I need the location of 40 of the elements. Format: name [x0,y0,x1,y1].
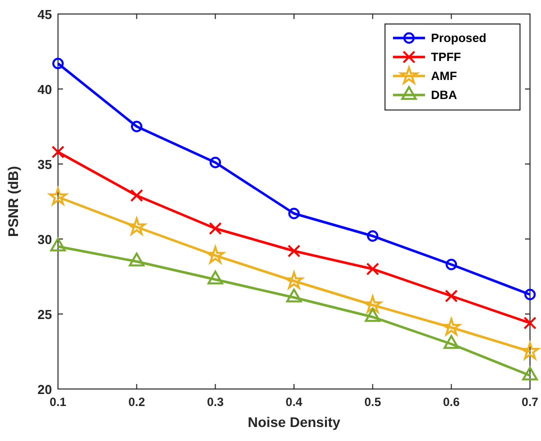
x-tick-label: 0.4 [286,395,303,409]
x-tick-label: 0.3 [206,395,224,409]
point [210,156,222,168]
point [52,58,64,70]
y-axis-title: PSNR (dB) [5,166,21,237]
y-tick-label: 20 [38,382,52,397]
point [130,120,142,132]
x-tick-label: 0.6 [442,395,460,409]
legend-label: Proposed [431,31,486,45]
y-tick-label: 35 [38,157,52,172]
point [208,270,224,284]
point [130,189,144,202]
y-tick-label: 45 [38,7,52,22]
point [524,288,536,300]
point [128,252,144,266]
point [366,230,378,242]
x-tick-label: 0.5 [364,395,382,409]
point [522,366,538,380]
x-axis-title: Noise Density [248,414,341,430]
point [208,222,222,235]
point [444,335,460,349]
x-tick-label: 0.7 [522,395,539,409]
point [446,258,458,270]
point [50,238,66,252]
x-tick-label: 0.1 [50,395,67,409]
y-tick-label: 40 [38,82,52,97]
point [288,244,300,258]
legend-label: AMF [431,69,457,83]
legend-label: TPFF [431,50,461,64]
x-tick-label: 0.2 [128,395,146,409]
y-tick-label: 25 [38,307,52,322]
point [444,290,458,302]
point [524,316,536,330]
legend-label: DBA [431,88,458,102]
point [52,146,64,158]
point [364,308,380,322]
y-tick-label: 30 [38,232,52,247]
point [288,208,300,220]
point [286,288,302,302]
point [366,262,380,276]
